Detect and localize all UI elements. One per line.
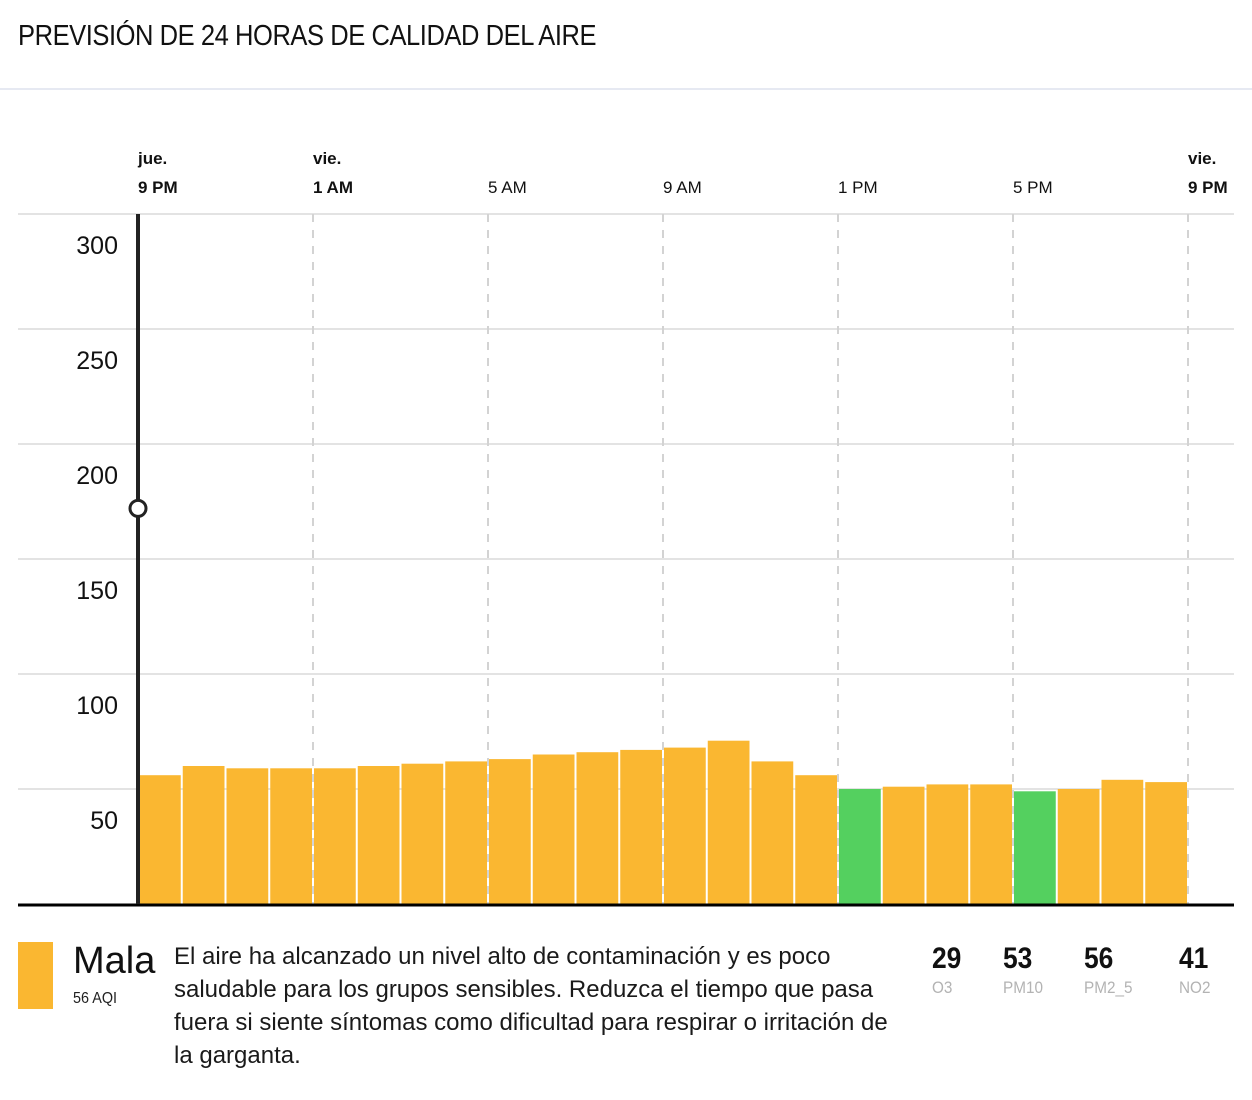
x-tick-day-label: vie. [313, 149, 341, 168]
y-tick-label: 200 [76, 462, 118, 490]
page-title: PREVISIÓN DE 24 HORAS DE CALIDAD DEL AIR… [18, 20, 597, 52]
bar [664, 747, 706, 904]
bar [226, 768, 269, 904]
bar [139, 775, 181, 904]
bar [839, 789, 881, 904]
bar [270, 768, 312, 904]
x-tick-time-label: 1 AM [313, 178, 353, 197]
y-tick-label: 50 [90, 807, 118, 835]
bar [882, 786, 925, 904]
bar [1101, 779, 1144, 904]
pollutant-value: 56 [1084, 942, 1114, 975]
bar [620, 749, 662, 904]
pollutant-o3: 29 O3 [932, 942, 965, 998]
bar [445, 761, 487, 904]
y-tick-label: 100 [76, 692, 118, 720]
bar [532, 754, 575, 904]
pollutant-no2: 41 NO2 [1179, 942, 1214, 998]
x-tick-day-label: vie. [1188, 149, 1216, 168]
pollutant-name: NO2 [1179, 978, 1211, 997]
bar [1014, 791, 1056, 904]
pollutant-pm10: 53 PM10 [1003, 942, 1047, 998]
y-tick-label: 250 [76, 347, 118, 375]
bar [795, 775, 837, 904]
pollutant-value: 53 [1003, 942, 1033, 975]
y-tick-label: 300 [76, 232, 118, 260]
x-tick-time-label: 5 AM [488, 178, 527, 197]
aqi-level-swatch [18, 942, 53, 1009]
pollutant-value: 41 [1179, 942, 1209, 975]
y-tick-label: 150 [76, 577, 118, 605]
bar [707, 740, 750, 904]
x-tick-time-label: 9 AM [663, 178, 702, 197]
bar [926, 784, 969, 904]
aqi-forecast-chart: 50 100 150 200 250 300 jue. 9 PM vie. 1 AM 5 AM 9 A… [18, 149, 1234, 907]
pollutant-name: PM2_5 [1084, 978, 1133, 997]
bar [401, 763, 444, 904]
header: PREVISIÓN DE 24 HORAS DE CALIDAD DEL AIR… [0, 0, 1252, 90]
pollutant-name: O3 [932, 978, 953, 997]
bar [489, 759, 531, 904]
bar [182, 766, 225, 904]
aqi-summary: Mala 56 AQI El aire ha alcanzado un nive… [0, 930, 1252, 1100]
x-tick-time-label: 9 PM [138, 178, 178, 197]
bar [357, 766, 400, 904]
x-tick-day-label: jue. [137, 149, 167, 168]
pollutant-pm2-5: 56 PM2_5 [1084, 942, 1138, 998]
bar [751, 761, 794, 904]
aqi-description: El aire ha alcanzado un nivel alto de co… [174, 943, 888, 1069]
x-tick-time-label: 1 PM [838, 178, 878, 197]
aqi-value: 56 AQI [73, 990, 118, 1007]
current-time-marker [128, 498, 148, 518]
pollutant-value: 29 [932, 942, 962, 975]
bar [1057, 789, 1100, 904]
bar [576, 752, 619, 904]
x-tick-time-label: 9 PM [1188, 178, 1228, 197]
bar [1145, 782, 1187, 904]
aqi-level-label: Mala [73, 940, 156, 982]
bar [970, 784, 1012, 904]
pollutant-name: PM10 [1003, 978, 1043, 997]
bar [314, 768, 356, 904]
x-tick-time-label: 5 PM [1013, 178, 1053, 197]
